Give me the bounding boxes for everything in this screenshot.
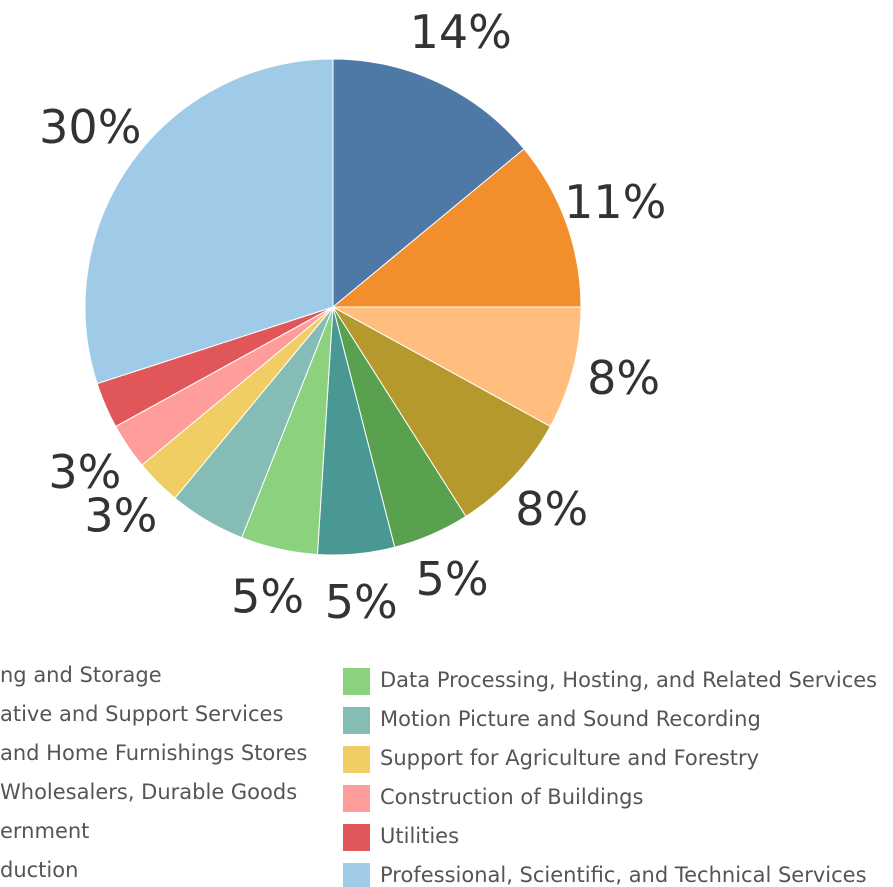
legend-label: ng and Storage [0, 663, 162, 687]
data-label: 8% [587, 351, 660, 405]
data-label: 30% [39, 100, 141, 154]
pie-slice [84, 58, 334, 385]
legend-label: ernment [0, 819, 89, 843]
legend-swatch [343, 863, 370, 887]
data-label: 3% [84, 489, 157, 543]
pie-slice [332, 58, 525, 309]
legend-swatch [343, 668, 370, 695]
legend-label: Wholesalers, Durable Goods [0, 780, 297, 804]
legend-label: Utilities [380, 824, 459, 848]
legend-label: Support for Agriculture and Forestry [380, 746, 759, 770]
legend-swatch [343, 785, 370, 812]
pie-slice [332, 306, 552, 518]
legend-label: Professional, Scientific, and Technical … [380, 863, 867, 887]
legend-label: duction [0, 858, 78, 882]
data-label: 3% [48, 445, 121, 499]
legend-swatch [343, 746, 370, 773]
data-label: 5% [231, 569, 304, 623]
legend-label: Motion Picture and Sound Recording [380, 707, 761, 731]
legend-swatch [343, 824, 370, 851]
data-label: 8% [515, 482, 588, 536]
data-label: 11% [564, 175, 666, 229]
pie-slice [331, 148, 582, 308]
legend-label: ative and Support Services [0, 702, 283, 726]
data-label: 14% [410, 5, 512, 59]
legend-swatch [343, 707, 370, 734]
legend-label: Data Processing, Hosting, and Related Se… [380, 668, 877, 692]
legend-label: and Home Furnishings Stores [0, 741, 307, 765]
data-label: 5% [325, 575, 398, 629]
pie-slice [332, 306, 582, 428]
data-label: 5% [416, 552, 489, 606]
legend-label: Construction of Buildings [380, 785, 643, 809]
